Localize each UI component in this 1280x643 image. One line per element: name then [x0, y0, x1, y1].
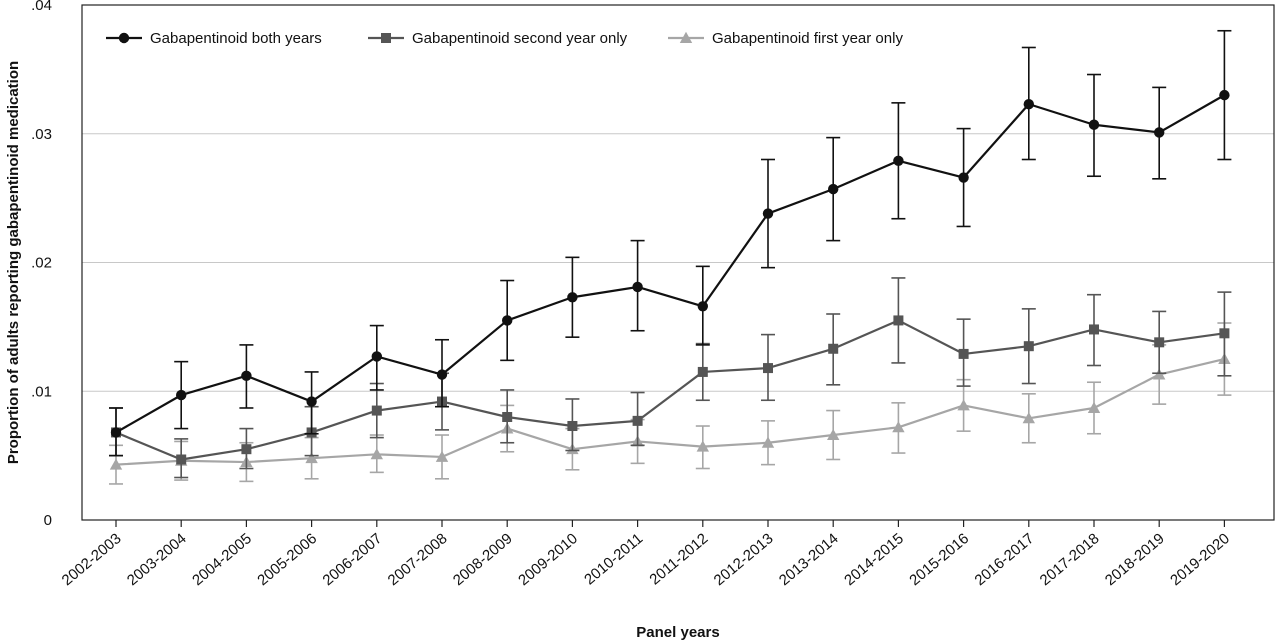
- x-tick-label: 2016-2017: [971, 530, 1037, 589]
- data-point: [697, 301, 708, 312]
- data-point: [435, 450, 449, 462]
- x-tick-label: 2005-2006: [254, 530, 320, 589]
- y-tick-label: .02: [31, 255, 52, 272]
- x-tick-label: 2009-2010: [515, 530, 581, 589]
- data-point: [371, 405, 382, 416]
- data-point: [567, 421, 578, 432]
- x-tick-label: 2003-2004: [124, 530, 190, 589]
- y-tick-label: 0: [44, 512, 52, 529]
- legend-marker: [679, 31, 693, 43]
- x-tick-label: 2010-2011: [581, 530, 646, 588]
- x-tick-label: 2011-2012: [646, 530, 711, 588]
- data-point: [827, 428, 840, 440]
- data-point: [958, 172, 969, 183]
- series-square: [109, 277, 1232, 479]
- data-point: [110, 427, 122, 438]
- legend: Gabapentinoid both years Gabapentinoid se…: [106, 30, 903, 47]
- data-point: [632, 415, 643, 426]
- x-axis-title: Panel years: [636, 624, 719, 641]
- data-point: [828, 183, 839, 195]
- x-tick-label: 2008-2009: [450, 530, 516, 589]
- gridlines: [82, 133, 1274, 392]
- legend-item: Gabapentinoid both years: [106, 30, 322, 47]
- data-point: [1154, 337, 1165, 348]
- data-point: [370, 448, 383, 460]
- data-point: [371, 351, 382, 362]
- data-point: [502, 412, 513, 422]
- series-line: [115, 357, 1225, 466]
- x-tick-label: 2002-2003: [59, 530, 125, 589]
- data-point: [176, 389, 187, 401]
- data-point: [1154, 127, 1165, 138]
- data-point: [762, 208, 774, 219]
- data-point: [958, 348, 969, 359]
- series-circle: [109, 29, 1232, 457]
- data-point: [697, 366, 708, 377]
- legend-label: Gabapentinoid first year only: [712, 30, 903, 47]
- data-point: [957, 399, 970, 411]
- x-tick-label: 2014-2015: [841, 530, 907, 589]
- x-tick-label: 2019-2020: [1167, 530, 1233, 589]
- data-point: [1023, 341, 1034, 352]
- data-point: [696, 440, 709, 452]
- data-point: [828, 343, 839, 354]
- data-point: [632, 281, 643, 293]
- series-group: [109, 29, 1232, 485]
- data-point: [1219, 328, 1230, 339]
- data-point: [1088, 119, 1100, 130]
- data-point: [1087, 401, 1101, 413]
- data-point: [1023, 98, 1034, 110]
- legend-label: Gabapentinoid second year only: [412, 30, 628, 47]
- data-point: [502, 315, 513, 326]
- x-tick-label: 2006-2007: [319, 530, 385, 589]
- data-point: [892, 421, 905, 433]
- x-tick-label: 2007-2008: [385, 530, 451, 589]
- y-tick-label: .01: [31, 383, 52, 400]
- x-tick-label: 2013-2014: [776, 530, 842, 589]
- data-point: [1219, 89, 1230, 101]
- data-point: [1022, 412, 1035, 424]
- series-line: [115, 94, 1225, 434]
- x-tick-label: 2012-2013: [711, 530, 777, 589]
- data-point: [306, 396, 317, 407]
- legend-label: Gabapentinoid both years: [150, 30, 322, 47]
- x-tick-label: 2015-2016: [906, 530, 972, 589]
- data-point: [567, 292, 578, 303]
- series-triangle: [109, 322, 1232, 485]
- data-point: [763, 363, 773, 374]
- x-tick-label: 2018-2019: [1102, 530, 1168, 589]
- data-point: [241, 370, 252, 381]
- legend-item: Gabapentinoid second year only: [368, 30, 628, 47]
- x-tick-label: 2017-2018: [1037, 530, 1103, 589]
- data-point: [109, 458, 123, 470]
- data-point: [893, 155, 904, 166]
- y-tick-label: .04: [31, 0, 52, 14]
- data-point: [761, 436, 775, 448]
- plot-frame: [81, 4, 1275, 521]
- y-axis-title: Proportion of adults reporting gabapenti…: [5, 61, 22, 464]
- data-point: [893, 315, 904, 326]
- series-line: [115, 319, 1225, 461]
- x-tick-label: 2004-2005: [189, 530, 255, 589]
- data-point: [241, 444, 252, 455]
- data-point: [436, 369, 448, 380]
- legend-marker: [381, 33, 391, 43]
- legend-marker: [118, 32, 130, 44]
- axes: 0 .01 .02 .03 .04 2002-2003 2003-2004 2004-2005…: [31, 0, 1233, 589]
- data-point: [305, 452, 318, 464]
- data-point: [176, 454, 187, 465]
- data-point: [1089, 324, 1099, 335]
- legend-item: Gabapentinoid first year only: [668, 30, 903, 47]
- y-tick-label: .03: [31, 126, 52, 143]
